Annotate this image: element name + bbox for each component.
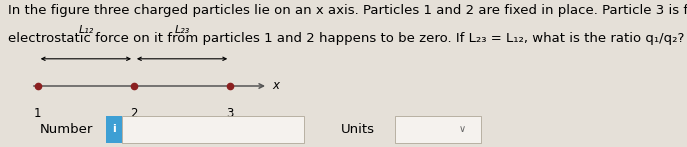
Text: 1: 1 [34, 107, 41, 120]
Text: L₂₃: L₂₃ [174, 25, 190, 35]
Text: 2: 2 [131, 107, 137, 120]
Text: L₁₂: L₁₂ [78, 25, 93, 35]
FancyBboxPatch shape [395, 116, 481, 143]
Text: electrostatic force on it from particles 1 and 2 happens to be zero. If L₂₃ = L₁: electrostatic force on it from particles… [8, 32, 685, 45]
Text: Number: Number [39, 123, 93, 136]
Text: In the figure three charged particles lie on an x axis. Particles 1 and 2 are fi: In the figure three charged particles li… [8, 4, 687, 17]
Text: 3: 3 [227, 107, 234, 120]
Text: ∨: ∨ [458, 124, 466, 134]
Text: x: x [273, 80, 280, 92]
FancyBboxPatch shape [122, 116, 304, 143]
FancyBboxPatch shape [106, 116, 122, 143]
Text: Units: Units [341, 123, 374, 136]
Text: i: i [112, 124, 116, 134]
